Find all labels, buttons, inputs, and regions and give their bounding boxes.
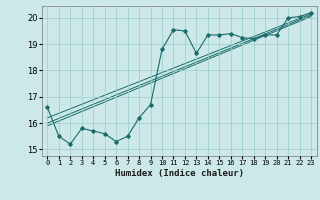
X-axis label: Humidex (Indice chaleur): Humidex (Indice chaleur)	[115, 169, 244, 178]
